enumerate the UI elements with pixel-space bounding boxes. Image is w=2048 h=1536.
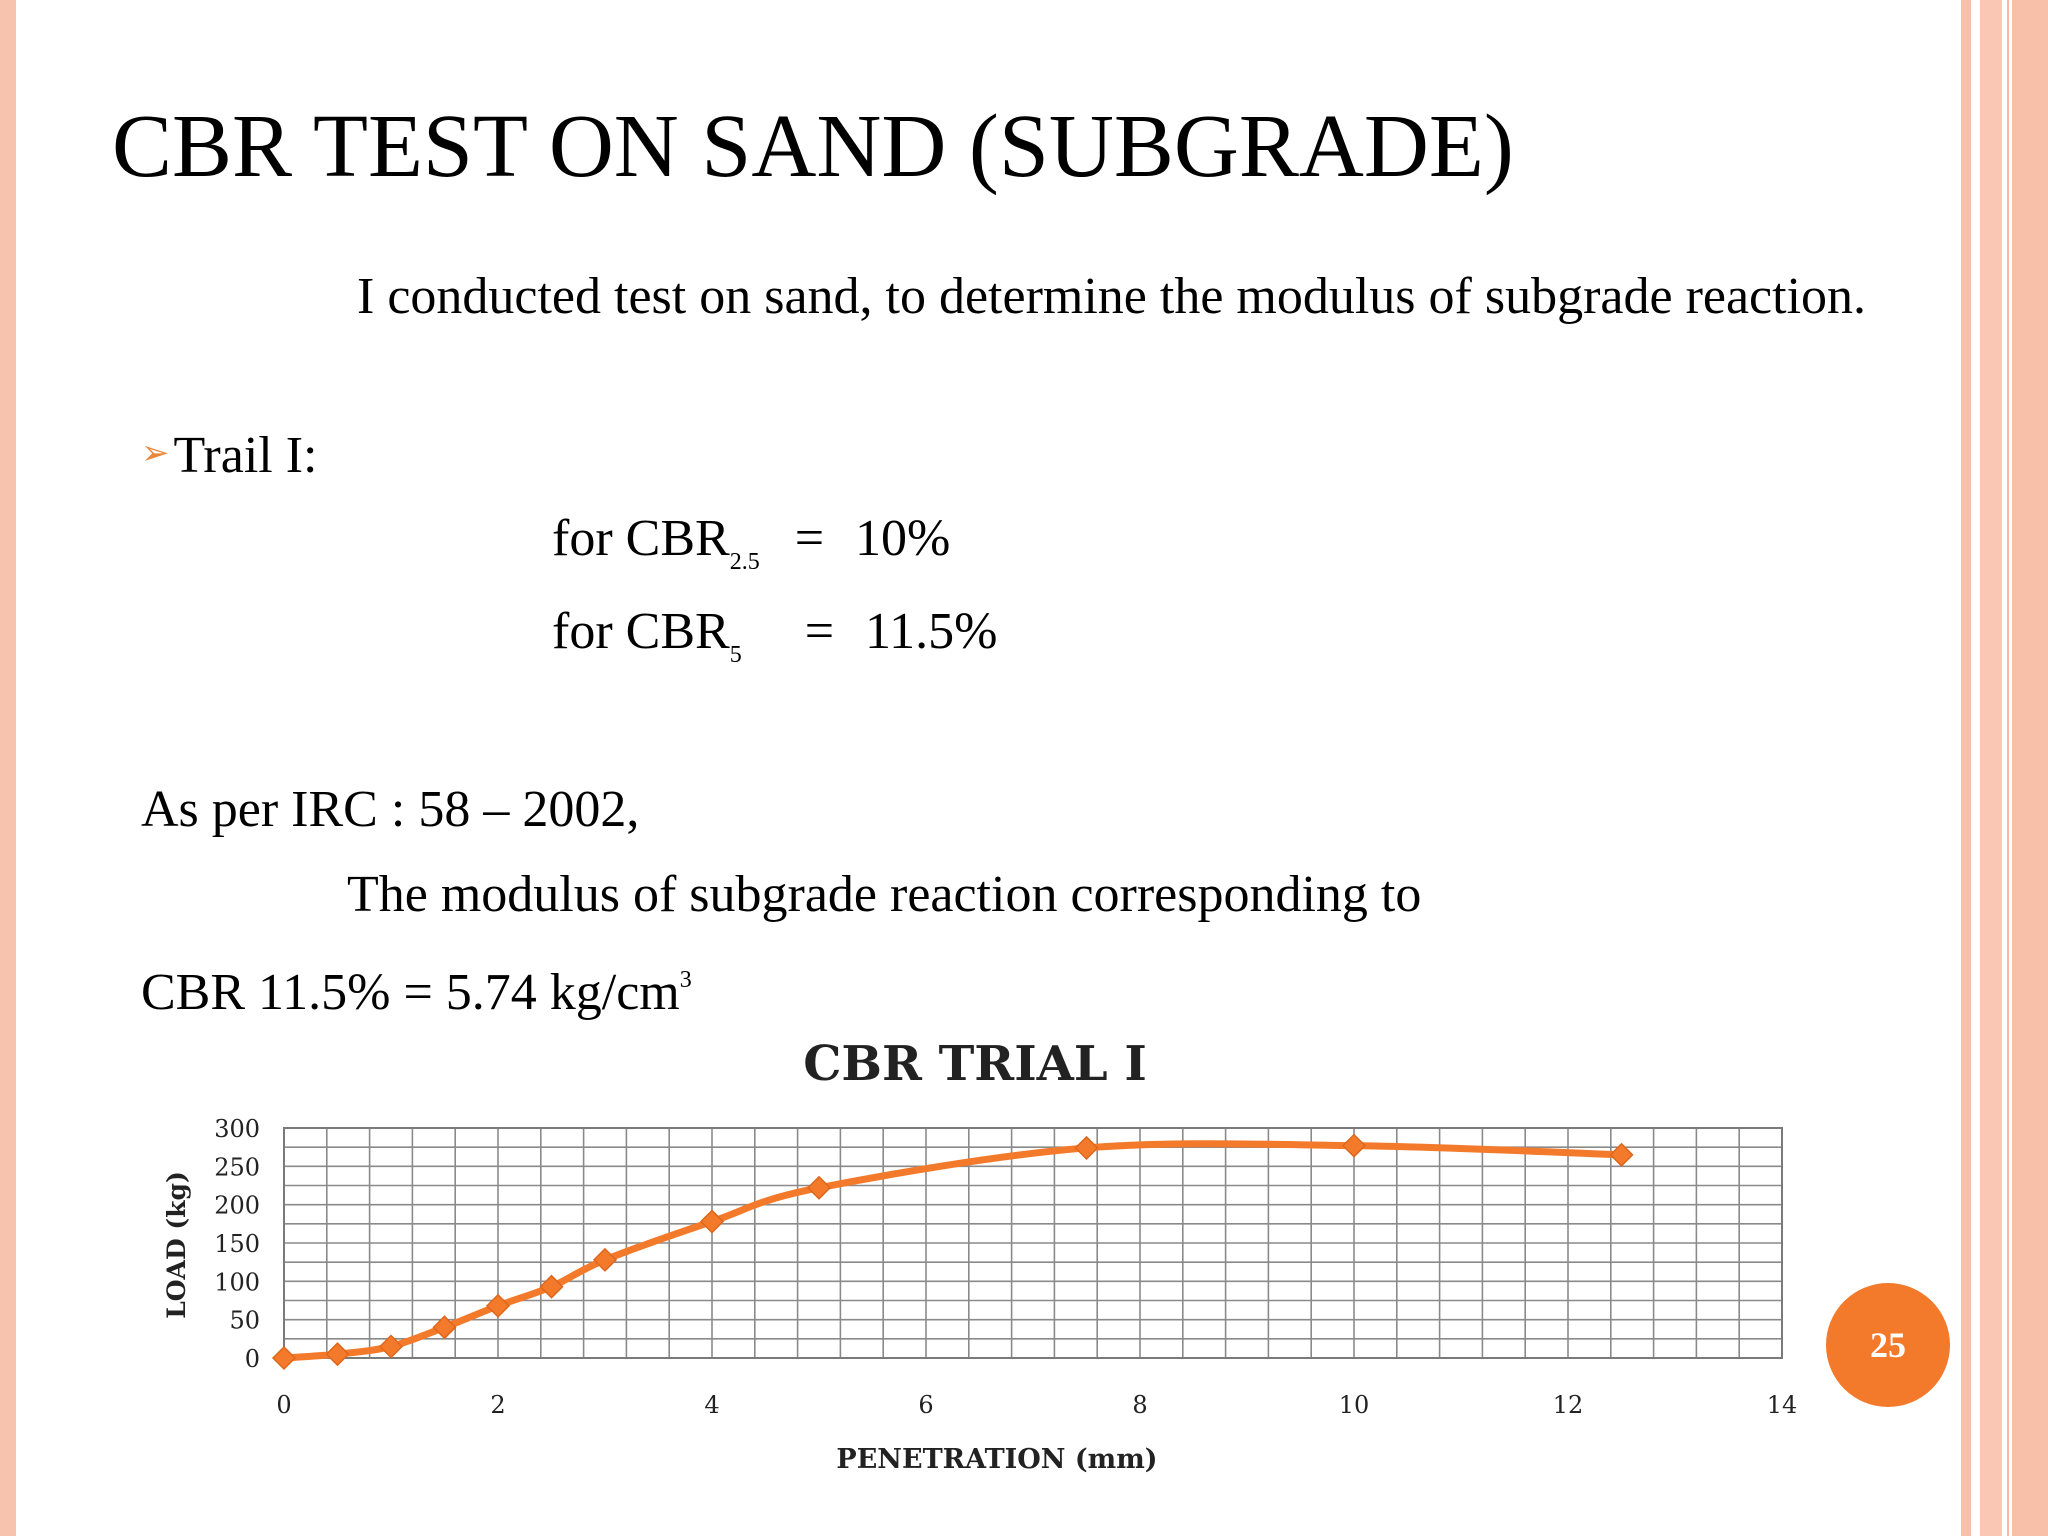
eq-value: 10% [855, 510, 951, 567]
right-border-band [2012, 0, 2048, 1536]
data-point-marker [432, 1315, 457, 1340]
data-point-marker [485, 1293, 511, 1318]
data-point-marker [378, 1334, 404, 1359]
data-point-marker [271, 1345, 297, 1371]
trial-label: Trail I: [173, 427, 318, 484]
right-border-band [1980, 0, 2002, 1536]
eq-prefix: for CBR [552, 510, 730, 567]
cbr-modulus-value: CBR 11.5% = 5.74 kg/cm3 [141, 945, 692, 1028]
y-tick-label: 100 [214, 1268, 260, 1296]
chart-title: CBR TRIAL I [803, 1036, 1147, 1092]
trial-heading: ➢Trail I: [141, 418, 318, 491]
data-point-marker [325, 1342, 350, 1367]
left-border-bar [0, 0, 16, 1536]
x-tick-label: 8 [1132, 1391, 1147, 1419]
y-axis-label: LOAD (kg) [162, 1171, 191, 1319]
cbr-value-text: CBR 11.5% = 5.74 kg/cm [141, 964, 680, 1021]
x-tick-label: 12 [1553, 1391, 1584, 1419]
x-tick-label: 14 [1767, 1391, 1798, 1419]
cbr-5-equation: for CBR5 = 11.5% [552, 597, 997, 690]
x-tick-label: 6 [918, 1391, 933, 1419]
x-tick-label: 10 [1339, 1391, 1370, 1419]
data-point-marker [699, 1209, 725, 1234]
data-point-marker [539, 1274, 564, 1299]
y-tick-label: 300 [214, 1115, 260, 1143]
intro-paragraph: I conducted test on sand, to determine t… [357, 268, 1867, 325]
x-axis-label: PENETRATION (mm) [836, 1444, 1157, 1475]
modulus-line: The modulus of subgrade reaction corresp… [347, 866, 1422, 923]
eq-value: 11.5% [865, 603, 998, 660]
plot-border [283, 1127, 1783, 1359]
right-border-line [2007, 0, 2009, 1536]
slide-title: CBR TEST ON SAND (SUBGRADE) [112, 97, 1514, 196]
y-tick-label: 150 [214, 1230, 260, 1258]
arrow-bullet-icon: ➢ [141, 433, 170, 473]
cbr-value-sup: 3 [679, 967, 692, 993]
data-point-marker [1609, 1142, 1634, 1167]
eq-subscript: 2.5 [729, 549, 760, 575]
y-tick-label: 0 [245, 1345, 260, 1373]
x-tick-label: 2 [490, 1391, 505, 1419]
irc-reference: As per IRC : 58 – 2002, [141, 781, 640, 838]
y-tick-label: 50 [229, 1307, 260, 1335]
data-point-marker [806, 1175, 832, 1200]
eq-sign: = [804, 603, 835, 660]
eq-sign: = [794, 510, 825, 567]
eq-subscript: 5 [729, 642, 742, 668]
data-point-marker [592, 1247, 618, 1272]
x-tick-label: 4 [704, 1391, 719, 1419]
page-number-badge: 25 [1826, 1283, 1950, 1407]
data-point-marker [1074, 1135, 1099, 1160]
x-tick-label: 0 [276, 1391, 291, 1419]
eq-prefix: for CBR [552, 603, 730, 660]
series-line [280, 1140, 1625, 1362]
data-point-marker [1341, 1133, 1367, 1158]
y-tick-label: 200 [214, 1192, 260, 1220]
cbr-2-5-equation: for CBR2.5 = 10% [552, 504, 950, 597]
right-border-band [1961, 0, 1971, 1536]
y-tick-label: 250 [214, 1153, 260, 1181]
